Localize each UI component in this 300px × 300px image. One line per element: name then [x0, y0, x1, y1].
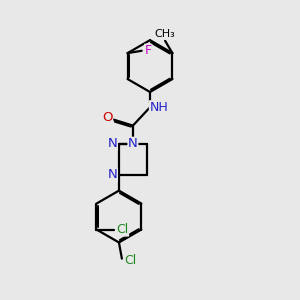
Text: N: N [108, 137, 117, 150]
Text: NH: NH [149, 101, 168, 114]
Text: CH₃: CH₃ [155, 29, 176, 39]
Text: Cl: Cl [124, 254, 136, 267]
Text: O: O [102, 111, 112, 124]
Text: F: F [145, 44, 152, 57]
Text: N: N [108, 168, 117, 181]
Text: N: N [128, 137, 138, 150]
Text: Cl: Cl [116, 223, 128, 236]
